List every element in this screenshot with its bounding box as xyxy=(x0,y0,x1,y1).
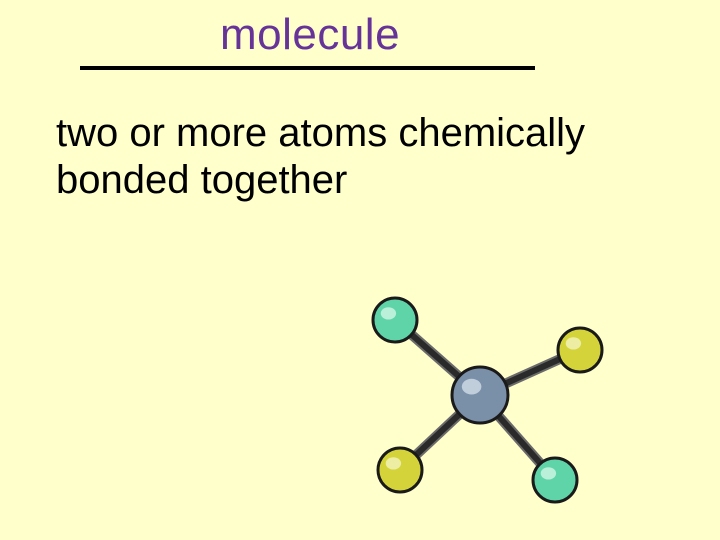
page-title: molecule xyxy=(220,10,400,59)
title-underline xyxy=(80,66,535,70)
molecule-icon xyxy=(330,260,630,520)
definition-text: two or more atoms chemically bonded toge… xyxy=(56,110,666,204)
